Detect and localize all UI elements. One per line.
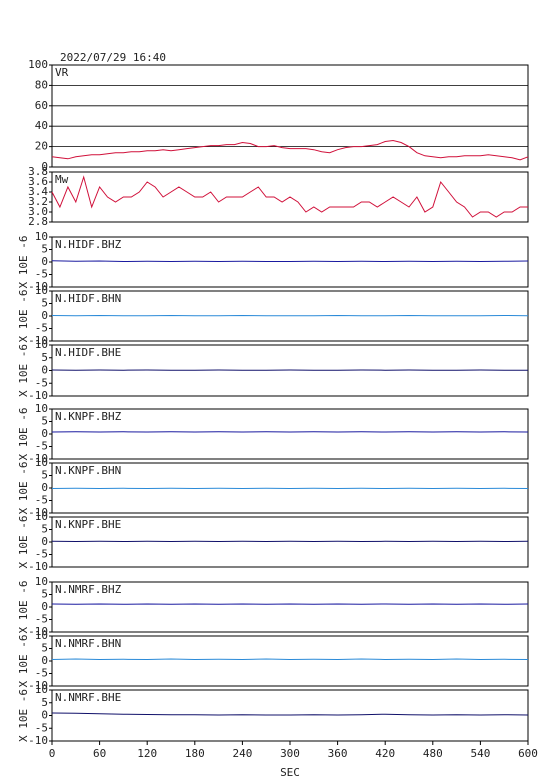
y-tick-label: -10 [28,560,48,573]
y-tick-label: 5 [41,696,48,709]
chart-title: 2022/07/29 16:40 [60,51,166,64]
y-tick-label: 0 [41,309,48,322]
data-line [51,175,528,218]
y-tick-label: 3.6 [28,175,48,188]
panel-label: VR [55,66,69,79]
y-tick-label: 2.8 [28,215,48,228]
panel-frame [51,171,529,223]
y-tick-label: 10 [35,284,48,297]
y-tick-label: 3.2 [28,195,48,208]
panel-label: N.HIDF.BHE [55,346,121,359]
y-tick-label: 3.0 [28,205,48,218]
y-tick-label: 5 [41,297,48,310]
y-tick-label: -10 [28,734,48,747]
y-tick-label: 5 [41,523,48,536]
y-tick-label: 100 [28,58,48,71]
y-tick-label: 5 [41,469,48,482]
y-tick-label: 0 [41,600,48,613]
y-axis-label: X 10E -6 [17,689,30,742]
data-line [51,139,529,161]
y-tick-label: -10 [28,280,48,293]
y-tick-label: 0 [41,481,48,494]
y-tick-label: 10 [35,230,48,243]
panel-label: N.HIDF.BHZ [55,238,122,251]
y-tick-label: -5 [35,268,48,281]
y-tick-label: 40 [35,119,48,132]
y-tick-label: 80 [35,78,48,91]
y-axis-label: X 10E -6 [17,290,30,343]
y-axis-label: X 10E -6 [17,408,30,461]
panel-label: N.NMRF.BHE [55,691,121,704]
y-tick-label: 3.8 [28,165,48,178]
y-tick-label: -5 [35,548,48,561]
x-tick-label: 120 [137,747,157,760]
y-tick-label: 5 [41,243,48,256]
y-axis-label: X 10E -6 [17,516,30,569]
y-tick-label: 10 [35,402,48,415]
y-tick-label: 0 [41,160,48,173]
panel-label: Mw [55,173,69,186]
x-tick-label: 420 [375,747,395,760]
y-tick-label: 60 [35,99,48,112]
panel-label: N.KNPF.BHN [55,464,121,477]
y-axis-label: X 10E -6 [17,344,30,397]
y-tick-label: -5 [35,440,48,453]
panel-label: N.KNPF.BHE [55,518,121,531]
x-tick-label: 360 [328,747,348,760]
y-tick-label: 10 [35,575,48,588]
y-tick-label: 10 [35,456,48,469]
y-tick-label: -5 [35,667,48,680]
y-tick-label: 3.4 [28,185,48,198]
y-tick-label: -5 [35,322,48,335]
y-tick-label: -10 [28,452,48,465]
y-tick-label: 5 [41,642,48,655]
y-axis-label: X 10E -6 [17,581,30,634]
data-line [51,260,529,263]
y-tick-label: -10 [28,389,48,402]
y-tick-label: 20 [35,140,48,153]
y-tick-label: 10 [35,338,48,351]
y-tick-label: 0 [41,709,48,722]
x-axis-label: SEC [280,766,300,779]
y-tick-label: 10 [35,510,48,523]
x-tick-label: 180 [185,747,205,760]
y-tick-label: 0 [41,427,48,440]
y-tick-label: 0 [41,364,48,377]
y-tick-label: 5 [41,351,48,364]
y-tick-label: -5 [35,613,48,626]
y-tick-label: 5 [41,588,48,601]
x-tick-label: 60 [93,747,106,760]
y-tick-label: 0 [41,654,48,667]
y-tick-label: -5 [35,721,48,734]
x-tick-label: 540 [470,747,490,760]
x-tick-label: 480 [423,747,443,760]
panel-label: N.KNPF.BHZ [55,410,122,423]
y-tick-label: 10 [35,629,48,642]
y-tick-label: 0 [41,535,48,548]
y-tick-label: 10 [35,683,48,696]
y-tick-label: -5 [35,376,48,389]
y-tick-label: 5 [41,415,48,428]
y-tick-label: -10 [28,506,48,519]
panel-label: N.NMRF.BHN [55,637,121,650]
y-tick-label: -10 [28,334,48,347]
y-axis-label: X 10E -6 [17,462,30,515]
panel-label: N.NMRF.BHZ [55,583,122,596]
y-tick-label: -5 [35,494,48,507]
x-tick-label: 600 [518,747,538,760]
x-tick-label: 300 [280,747,300,760]
y-axis-label: X 10E -6 [17,635,30,688]
x-tick-label: 0 [49,747,56,760]
y-tick-label: -10 [28,679,48,692]
x-tick-label: 240 [232,747,252,760]
y-tick-label: -10 [28,625,48,638]
y-axis-label: X 10E -6 [17,236,30,289]
panel-label: N.HIDF.BHN [55,292,121,305]
data-line [51,712,529,716]
data-line [51,658,529,661]
y-tick-label: 0 [41,255,48,268]
